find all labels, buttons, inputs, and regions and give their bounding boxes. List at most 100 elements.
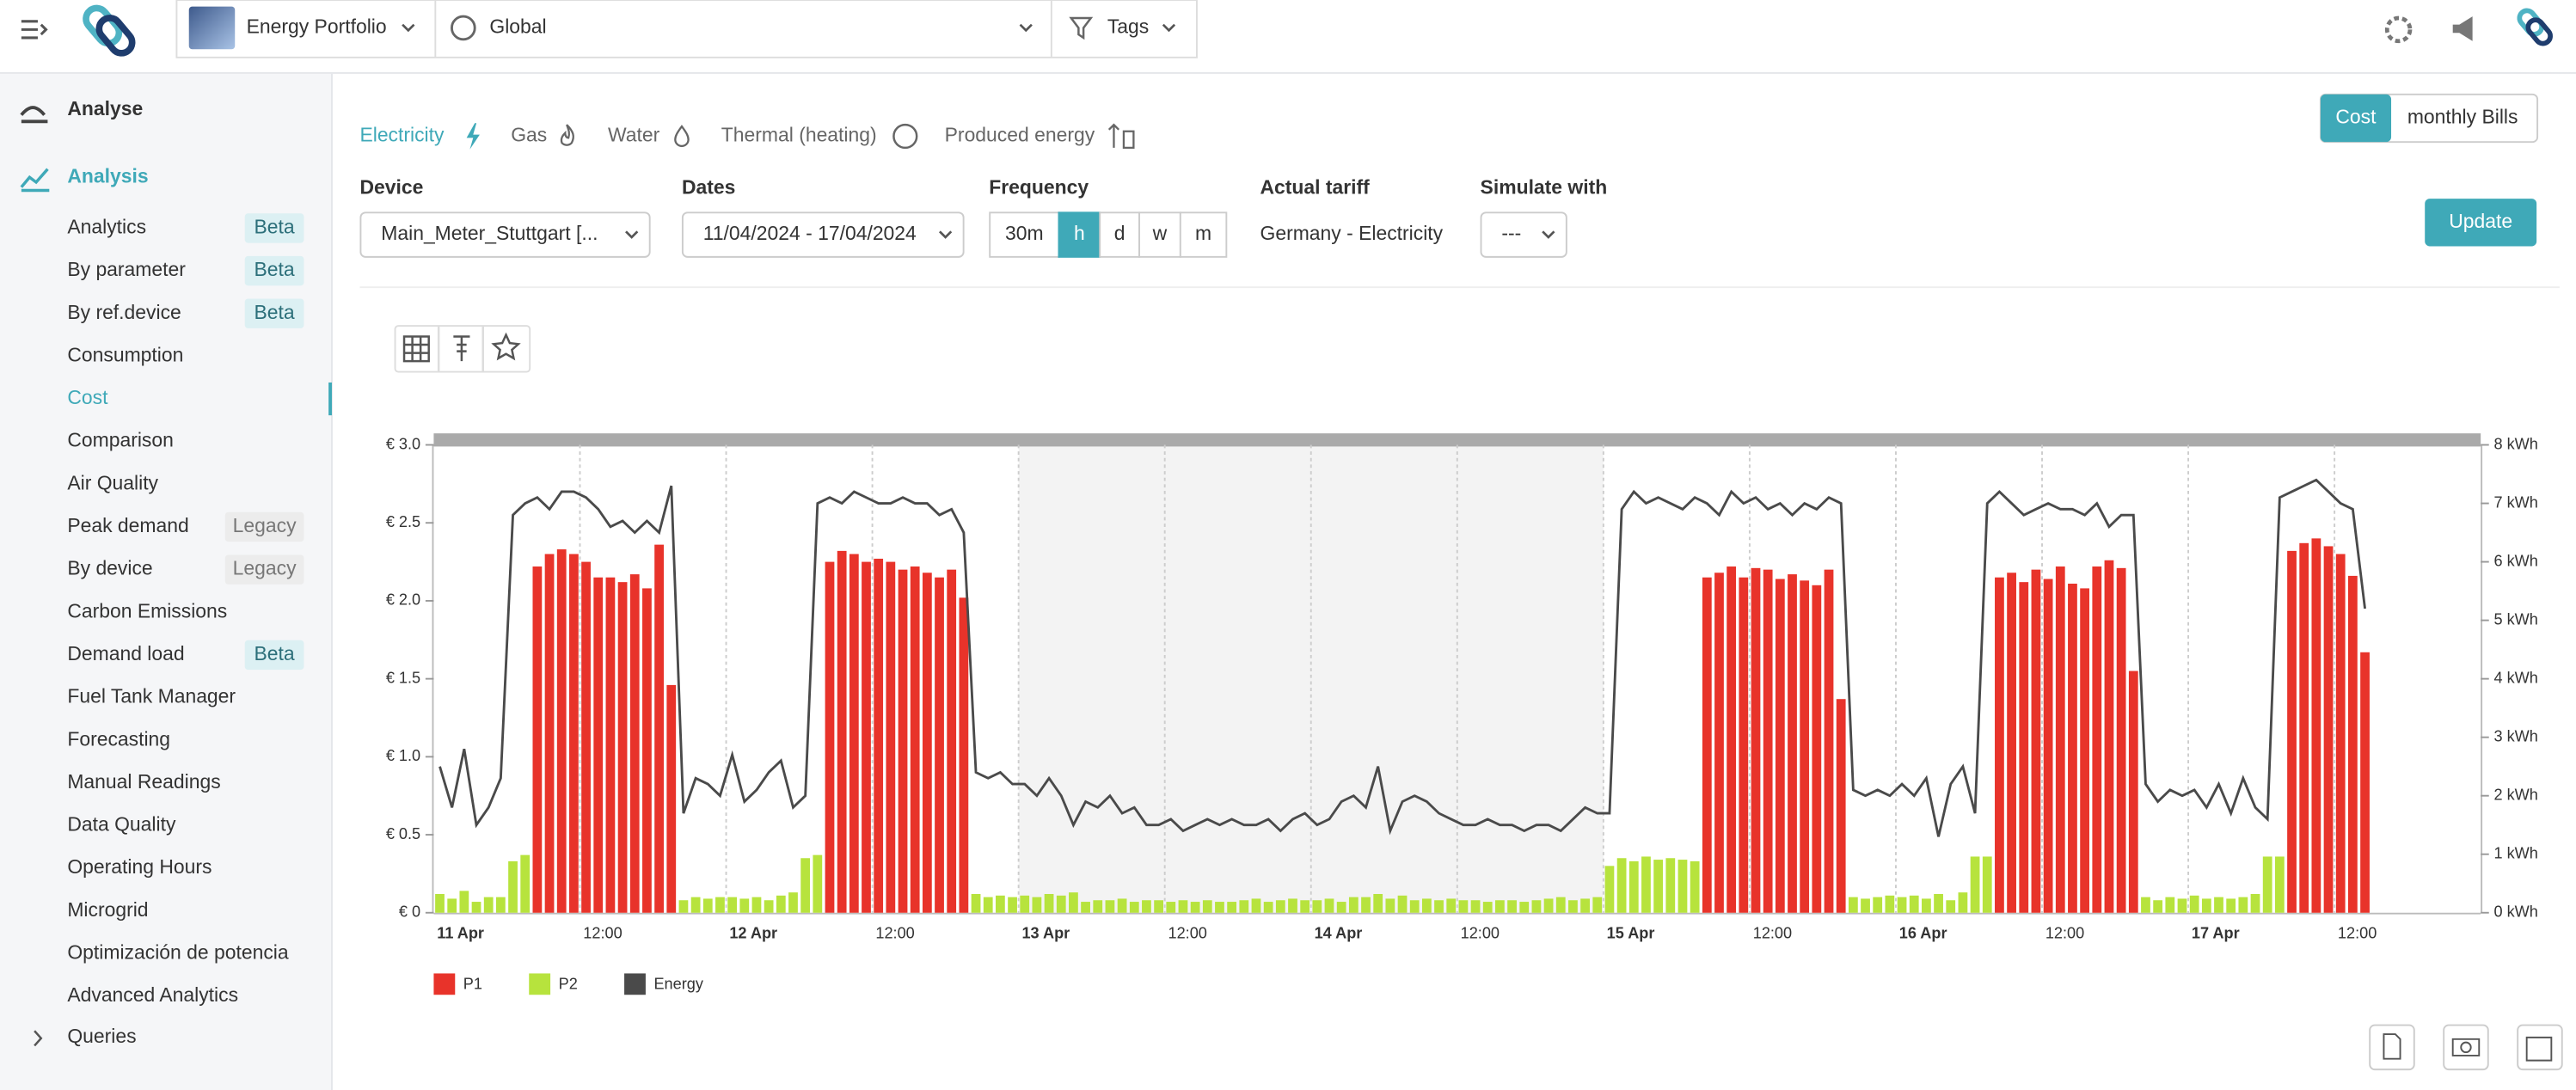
bar [1946,900,1956,913]
energy-tab[interactable]: Water [608,124,660,146]
dates-select[interactable]: 11/04/2024 - 17/04/2024 [703,222,917,244]
sidebar-item[interactable]: Carbon Emissions [67,599,227,622]
frequency-button[interactable] [1058,211,1101,258]
bar [1922,898,1931,913]
frequency-option[interactable]: 30m [1005,222,1044,244]
dates-select-box[interactable] [681,211,965,258]
frequency-button[interactable] [1179,211,1228,258]
logo-small[interactable] [2517,8,2554,46]
legend-label[interactable]: P1 [463,976,482,993]
sidebar-item[interactable]: Data Quality [67,813,176,836]
sidebar-item[interactable]: Optimización de potencia [67,941,289,964]
bar [813,854,823,913]
sidebar-item[interactable]: Queries [67,1025,136,1047]
frequency-option[interactable]: w [1152,222,1168,244]
sidebar-item[interactable]: Operating Hours [67,855,212,878]
bar [2092,566,2102,913]
chevrons [402,23,1176,33]
bar [727,897,738,913]
bar [715,897,725,913]
bar [1056,895,1066,913]
announce-icon[interactable] [2452,16,2473,41]
sidebar-item[interactable]: Comparison [67,429,174,451]
energy-tab[interactable]: Gas [511,124,547,146]
x-tick-label: 12:00 [2045,924,2084,941]
y2-tick-label: 3 kWh [2493,727,2537,744]
bar [2007,573,2016,913]
navigator-bar [433,433,2481,447]
bar [1069,892,1078,913]
tags-label[interactable]: Tags [1107,15,1149,38]
x-tick-label: 12:00 [1461,924,1500,941]
bar [776,895,786,913]
logo[interactable] [82,3,137,58]
simulate-select[interactable]: --- [1501,222,1521,244]
view-toggle[interactable]: monthly Bills [2407,106,2518,128]
sidebar-item[interactable]: By parameter [67,258,186,280]
bar [1336,902,1346,913]
bar [1348,897,1359,913]
sidebar-item[interactable]: By ref.device [67,301,181,323]
simulate-select-box[interactable] [1480,211,1567,258]
menu-icon[interactable] [21,20,48,40]
sidebar-item[interactable]: Air Quality [67,471,158,493]
x-tick-label: 11 Apr [437,924,484,941]
legend-label[interactable]: P2 [559,976,578,993]
bar [2238,897,2248,913]
bar [2128,671,2138,913]
bar [1385,898,1395,913]
bar [629,574,640,913]
y-tick-label: € 3.0 [386,435,420,452]
sidebar-item[interactable]: Analytics [67,215,146,237]
sidebar-item[interactable]: Cost [67,386,108,408]
bar [971,893,981,913]
sidebar-item[interactable]: Forecasting [67,727,170,750]
bar [1763,569,1773,913]
sidebar-item[interactable]: Advanced Analytics [67,983,238,1006]
frequency-option[interactable]: h [1074,222,1085,244]
device-select-box[interactable] [359,211,651,258]
bar [1909,895,1919,913]
chevron [625,230,639,239]
bar [520,854,531,913]
sidebar-item[interactable]: Consumption [67,343,183,365]
portfolio-name[interactable]: Energy Portfolio [247,15,387,38]
frequency-option[interactable]: d [1114,222,1125,244]
scope-name[interactable]: Global [489,15,546,38]
bar [886,561,896,913]
energy-tab[interactable]: Electricity [359,124,445,146]
update-label[interactable]: Update [2449,210,2512,232]
sidebar-item[interactable]: By device [67,557,152,579]
x-tick-label: 12:00 [2338,924,2377,941]
legend-swatch [624,973,646,995]
sidebar-heading[interactable]: Analyse [67,97,143,119]
sidebar-item[interactable]: Demand load [67,642,184,664]
sidebar-item[interactable]: Manual Readings [67,770,220,793]
bar [1300,900,1310,913]
sidebar-item[interactable]: Peak demand [67,514,188,536]
analyse-icon [20,106,48,124]
frequency-button[interactable] [989,211,1060,258]
view-toggle[interactable]: Cost [2335,106,2377,128]
settings-icon[interactable] [2384,15,2413,44]
legend-label[interactable]: Energy [653,976,703,993]
badge-label: Beta [255,642,295,664]
bar [1373,893,1383,913]
bar [751,897,762,913]
update-button[interactable] [2425,199,2537,247]
bar [1117,898,1127,913]
sidebar-item[interactable]: Microgrid [67,898,148,921]
frequency-option[interactable]: m [1195,222,1211,244]
sidebar-section[interactable]: Analysis [67,164,148,187]
device-select[interactable]: Main_Meter_Stuttgart [... [381,222,598,244]
export-buttons[interactable] [2369,1024,2563,1071]
bar [1604,866,1615,913]
frequency-button[interactable] [1099,211,1141,258]
energy-tab[interactable]: Produced energy [945,124,1095,146]
bar [800,858,811,913]
sidebar-item[interactable]: Fuel Tank Manager [67,685,236,707]
energy-tab[interactable]: Thermal (heating) [721,124,877,146]
y2-tick-label: 0 kWh [2493,903,2537,921]
bar [2323,546,2334,913]
chart-tool-icons[interactable] [402,326,521,372]
